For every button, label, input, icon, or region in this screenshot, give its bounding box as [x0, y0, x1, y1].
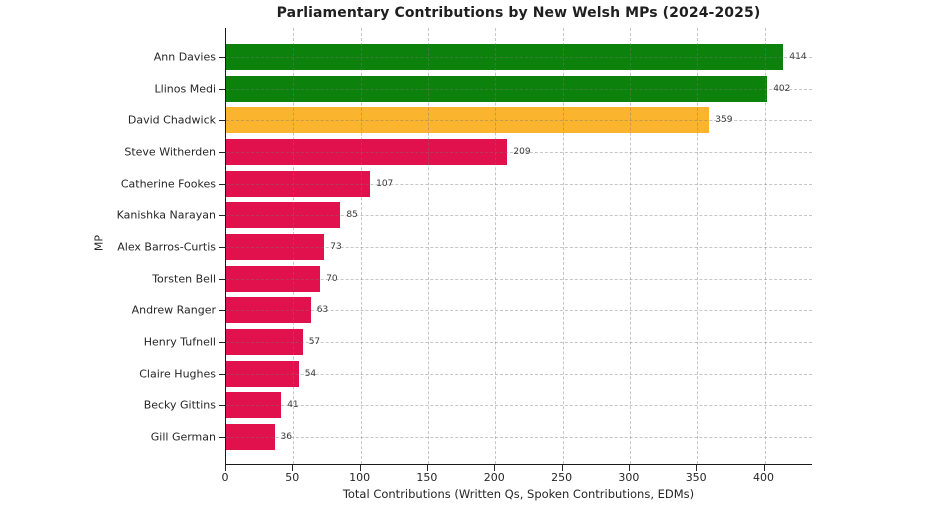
- y-tick-label: Gill German: [150, 430, 216, 444]
- bar: [226, 170, 371, 197]
- x-tick-label: 350: [685, 471, 707, 484]
- x-tick-mark: [292, 465, 294, 471]
- bar-value-label: 209: [513, 147, 531, 157]
- y-tick-label: Torsten Bell: [152, 272, 216, 286]
- y-tick-label: Catherine Fookes: [120, 177, 216, 191]
- y-tick-label: Ann Davies: [153, 50, 216, 64]
- y-tick-mark: [219, 436, 225, 438]
- gridline-horizontal: [226, 247, 812, 248]
- y-tick-mark: [219, 57, 225, 58]
- bar: [226, 44, 784, 70]
- bar: [226, 75, 768, 102]
- y-tick-label: Andrew Ranger: [131, 303, 216, 317]
- bar-value-label: 70: [326, 273, 338, 284]
- gridline-vertical: [629, 28, 631, 464]
- y-tick-label: Llinos Medi: [154, 82, 216, 96]
- bar-value-label: 402: [773, 83, 791, 94]
- y-tick-label: Alex Barros-Curtis: [117, 240, 216, 254]
- x-tick-label: 250: [551, 471, 573, 484]
- y-tick-mark: [219, 247, 225, 248]
- x-axis-label: Total Contributions (Written Qs, Spoken …: [342, 487, 695, 501]
- y-tick-mark: [219, 120, 225, 122]
- bar: [226, 234, 325, 260]
- gridline-vertical: [360, 28, 362, 464]
- gridline-vertical: [495, 28, 497, 464]
- x-tick-mark: [359, 465, 361, 471]
- bar: [226, 328, 303, 355]
- gridline-vertical: [697, 28, 699, 464]
- x-tick-mark: [628, 465, 630, 471]
- gridline-horizontal: [226, 120, 812, 122]
- x-tick-label: 300: [618, 471, 640, 484]
- bar: [226, 265, 321, 292]
- bar-value-label: 359: [715, 115, 733, 126]
- x-tick-label: 150: [416, 471, 438, 484]
- y-tick-mark: [219, 341, 225, 343]
- gridline-vertical: [293, 28, 295, 464]
- gridline-horizontal: [226, 183, 812, 185]
- chart-title: Parliamentary Contributions by New Welsh…: [276, 5, 761, 21]
- x-tick-label: 50: [285, 471, 300, 484]
- y-tick-mark: [219, 310, 225, 312]
- x-tick-mark: [426, 465, 428, 471]
- gridline-horizontal: [226, 436, 812, 438]
- gridline-vertical: [562, 28, 564, 464]
- x-tick-label: 200: [483, 471, 505, 484]
- gridline-horizontal: [226, 310, 812, 312]
- x-tick-label: 400: [753, 471, 774, 484]
- gridline-horizontal: [226, 88, 812, 90]
- bar-value-label: 85: [346, 210, 358, 221]
- y-tick-label: Henry Tufnell: [143, 335, 216, 349]
- y-tick-mark: [219, 152, 225, 153]
- y-tick-mark: [219, 278, 225, 280]
- bar-value-label: 63: [316, 305, 329, 316]
- y-tick-mark: [219, 215, 225, 217]
- y-tick-mark: [219, 88, 225, 90]
- x-tick-label: 100: [349, 471, 371, 484]
- x-tick-mark: [696, 465, 698, 471]
- bars-layer: [226, 28, 812, 464]
- bar: [226, 202, 341, 229]
- y-tick-mark: [219, 405, 225, 407]
- y-tick-label: Becky Gittins: [143, 398, 216, 412]
- value-labels-layer: 414 402 359 209 107 85 73 70 63 57 54 41 36: [226, 28, 812, 464]
- y-tick-mark: [219, 183, 225, 185]
- gridline-horizontal: [226, 278, 812, 280]
- gridline-horizontal: [226, 341, 812, 343]
- gridline-horizontal: [226, 215, 812, 217]
- bar-value-label: 41: [287, 400, 299, 411]
- bar: [226, 423, 275, 450]
- y-tick-mark: [219, 373, 225, 375]
- x-tick-mark: [494, 465, 496, 471]
- bar: [226, 360, 299, 387]
- bar: [226, 139, 508, 165]
- bar-value-label: 36: [280, 431, 292, 442]
- x-tick-mark: [225, 465, 226, 471]
- y-tick-label: Claire Hughes: [139, 367, 216, 381]
- plot-area: 414 402 359 209 107 85 73 70 63 57 54 41 36: [225, 28, 812, 465]
- x-tick-mark: [561, 465, 563, 471]
- bar: [226, 107, 710, 134]
- gridline-vertical: [427, 28, 429, 464]
- gridline-horizontal: [226, 57, 812, 58]
- bar-value-label: 73: [330, 242, 342, 252]
- y-tick-label: Steve Witherden: [124, 145, 216, 159]
- x-tick-label: 0: [221, 471, 229, 484]
- grid-layer: [226, 28, 812, 464]
- bar: [226, 392, 282, 419]
- bar: [226, 297, 311, 324]
- bar-value-label: 107: [376, 178, 394, 189]
- gridline-horizontal: [226, 405, 812, 407]
- y-tick-label: Kanishka Narayan: [116, 208, 216, 222]
- gridline-horizontal: [226, 373, 812, 375]
- bar-value-label: 57: [308, 336, 321, 347]
- y-tick-label: David Chadwick: [127, 113, 216, 127]
- gridline-vertical: [764, 28, 766, 464]
- bar-value-label: 54: [304, 368, 317, 379]
- x-tick-mark: [763, 465, 765, 471]
- gridline-horizontal: [226, 152, 812, 153]
- bar-value-label: 414: [789, 52, 807, 62]
